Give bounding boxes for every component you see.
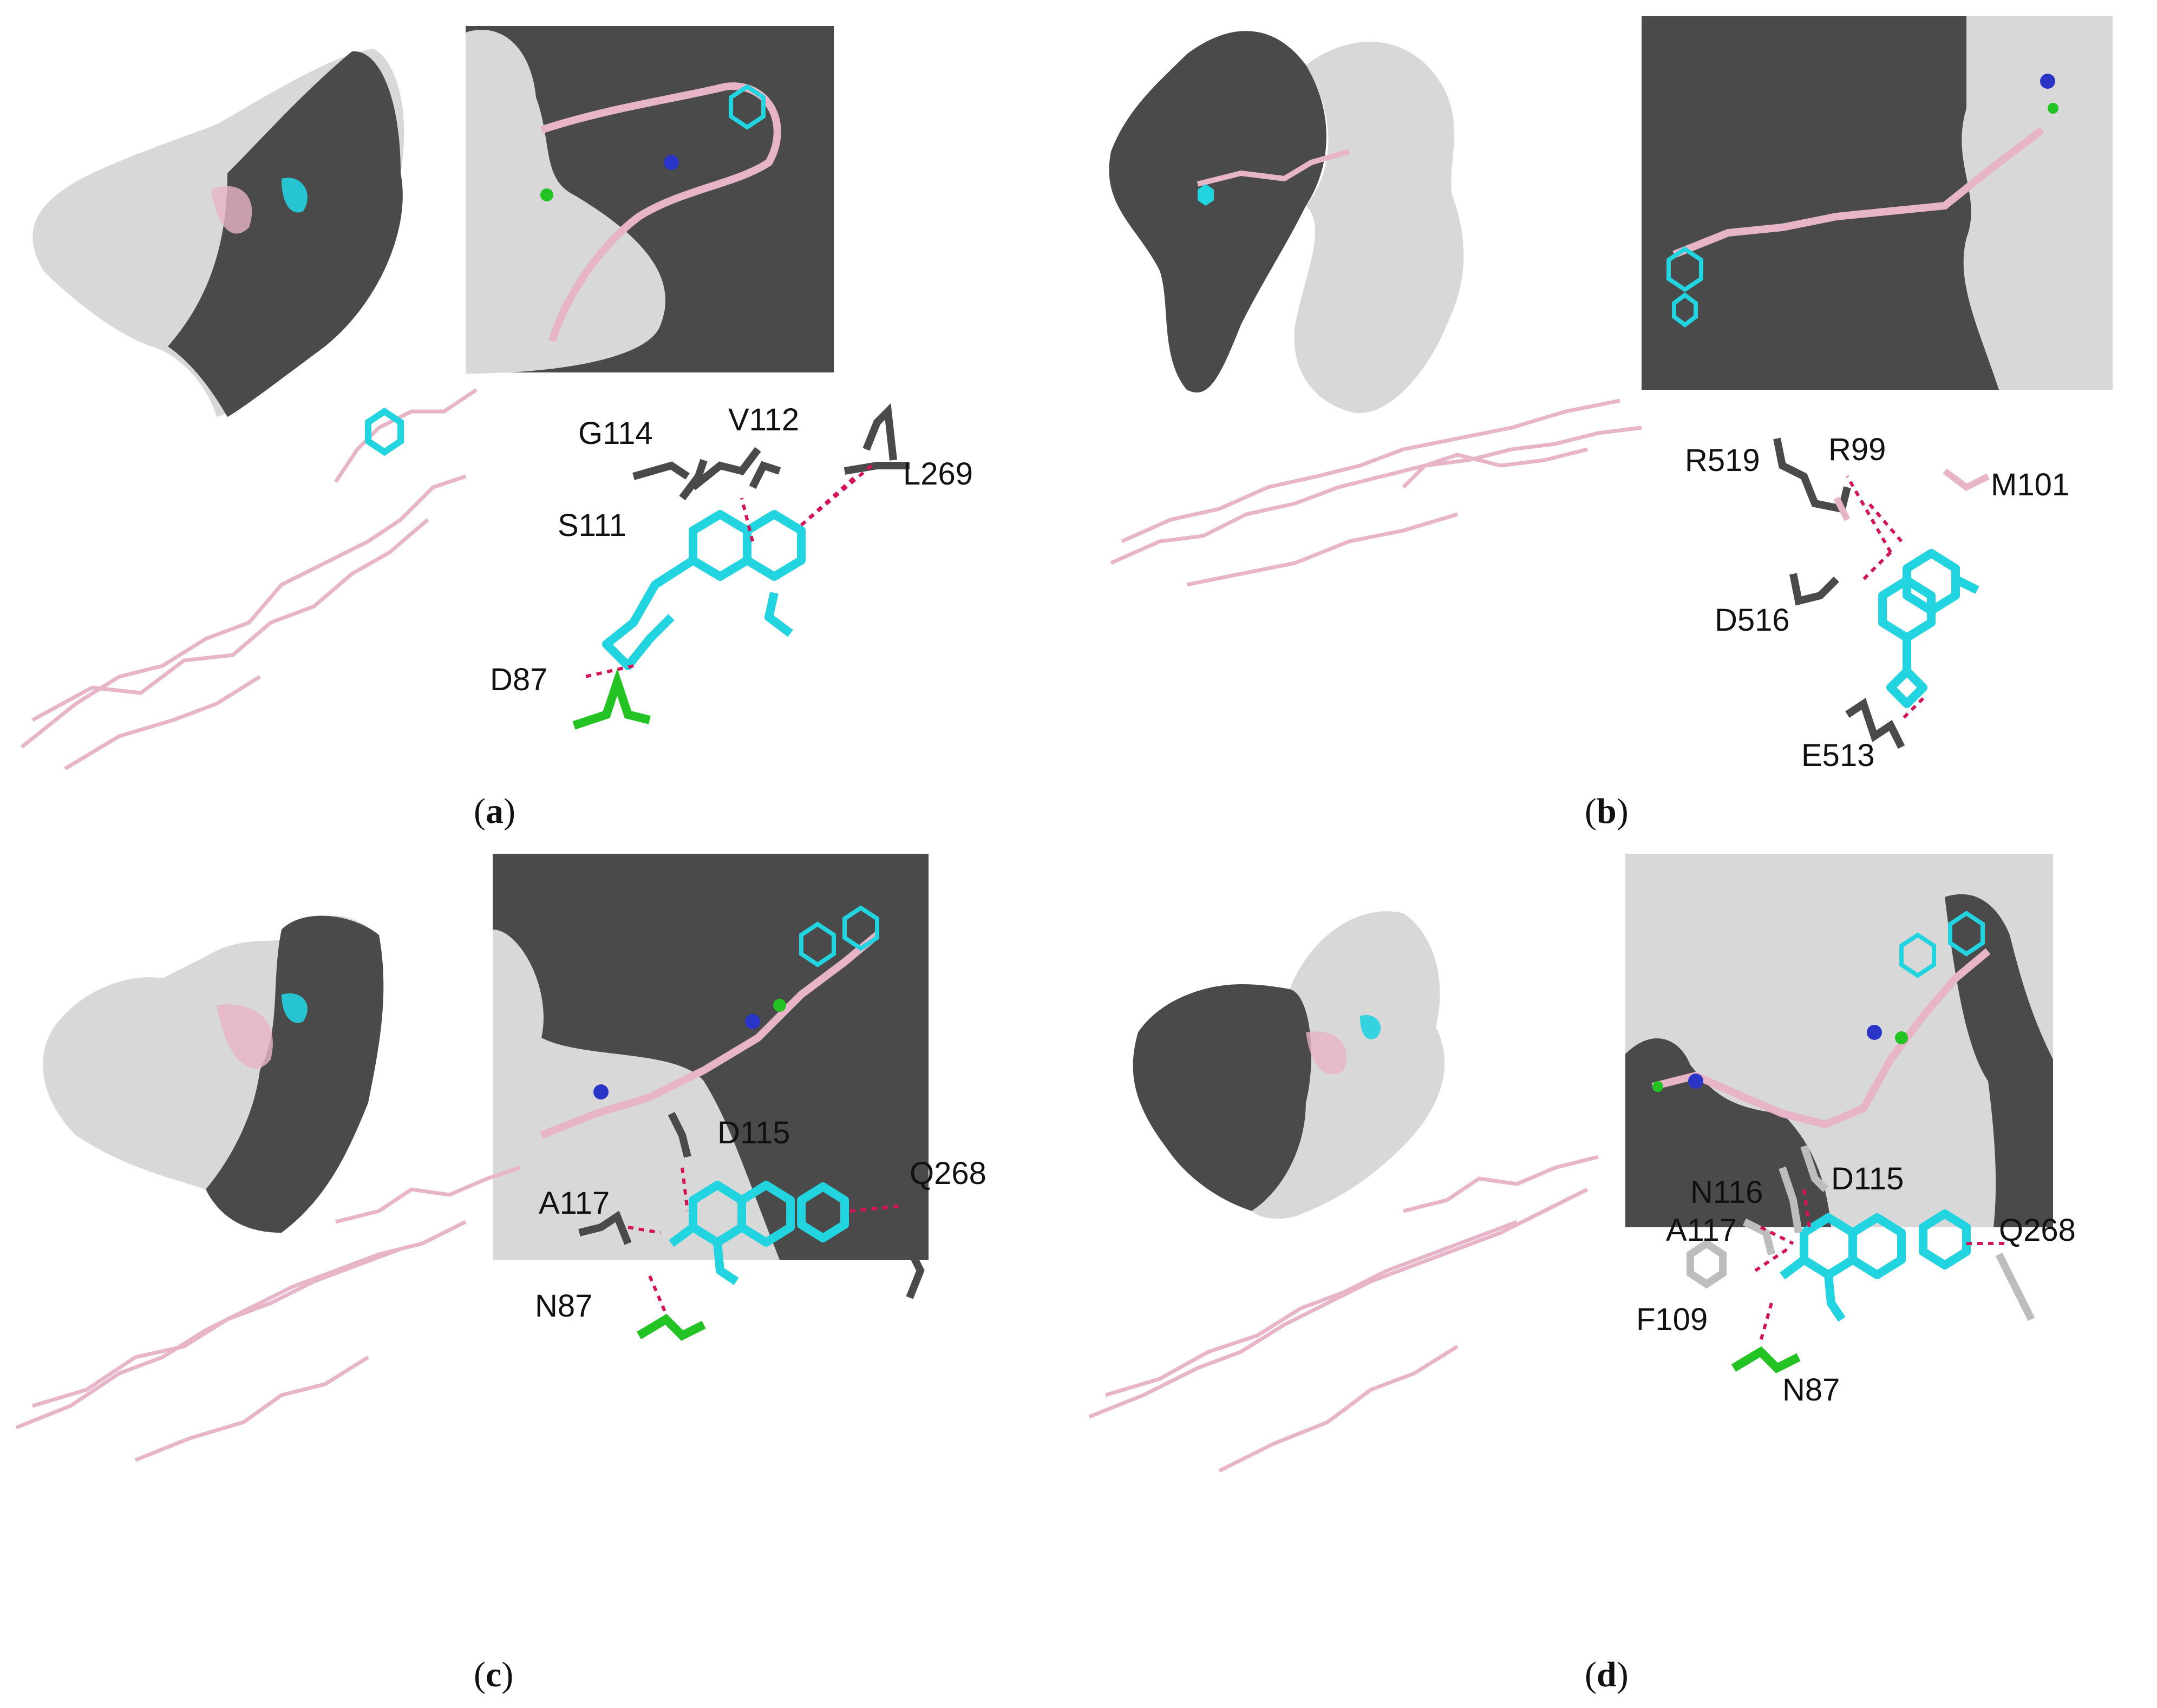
residue-label-n116: N116 — [1690, 1175, 1763, 1210]
ligand-detail-a — [572, 403, 910, 730]
panel-d: D115 N116 A117 Q268 F109 N87 (d) — [1078, 854, 2157, 1708]
panel-label-c: (c) — [474, 1655, 513, 1694]
protein-surface-overview — [43, 915, 384, 1233]
residue-label-l269: L269 — [903, 456, 973, 492]
pocket-zoom-inset — [466, 26, 834, 374]
residue-label-r99: R99 — [1828, 432, 1886, 467]
residue-label-d516: D516 — [1715, 603, 1790, 638]
panel-c-figure: D115 Q268 A117 N87 (c) — [15, 854, 986, 1694]
pocket-zoom-inset — [1625, 854, 2053, 1227]
peptide-stick-model — [1088, 1155, 1599, 1473]
panel-a-figure: G114 V112 L269 S111 D87 (a) — [20, 26, 973, 831]
pocket-zoom-inset — [1642, 16, 2113, 390]
peptide-stick-model — [20, 388, 478, 771]
residue-label-g114: G114 — [578, 416, 653, 451]
ligand-detail-b — [1773, 437, 1990, 749]
residue-label-d87: D87 — [490, 662, 547, 697]
residue-label-d115: D115 — [1831, 1161, 1904, 1196]
residue-label-a117: A117 — [1666, 1213, 1737, 1248]
protein-surface-overview — [1109, 31, 1464, 414]
ligand-detail-d — [1687, 1144, 2035, 1373]
residue-label-v112: V112 — [728, 402, 799, 437]
peptide-stick-model — [15, 1166, 521, 1462]
panel-b-figure: R519 R99 M101 D516 E513 (b) — [1109, 16, 2113, 831]
peptide-stick-model — [1110, 398, 1642, 587]
residue-label-n87: N87 — [535, 1288, 592, 1324]
ligand-detail-c — [578, 1111, 925, 1341]
residue-label-s111: S111 — [558, 508, 626, 543]
residue-label-d115: D115 — [717, 1115, 790, 1150]
residue-label-r519: R519 — [1685, 443, 1760, 478]
ligand-stick-model — [365, 407, 404, 456]
panel-b: R519 R99 M101 D516 E513 (b) — [1078, 0, 2157, 854]
residue-label-a117: A117 — [539, 1186, 610, 1221]
residue-label-q268: Q268 — [1999, 1213, 2076, 1248]
residue-label-m101: M101 — [1991, 467, 2069, 502]
panel-label-b: (b) — [1585, 791, 1629, 831]
panel-d-figure: D115 N116 A117 Q268 F109 N87 (d) — [1088, 854, 2076, 1694]
protein-surface-overview — [1133, 911, 1445, 1219]
residue-label-e513: E513 — [1801, 738, 1874, 773]
residue-label-f109: F109 — [1636, 1302, 1708, 1337]
panel-a: G114 V112 L269 S111 D87 (a) — [0, 0, 1078, 854]
residue-label-q268: Q268 — [910, 1156, 986, 1191]
panel-c: D115 Q268 A117 N87 (c) — [0, 854, 1078, 1708]
panel-label-d: (d) — [1585, 1655, 1629, 1694]
panel-label-a: (a) — [474, 791, 515, 831]
residue-label-n87: N87 — [1782, 1372, 1840, 1408]
protein-surface-overview — [32, 49, 404, 417]
